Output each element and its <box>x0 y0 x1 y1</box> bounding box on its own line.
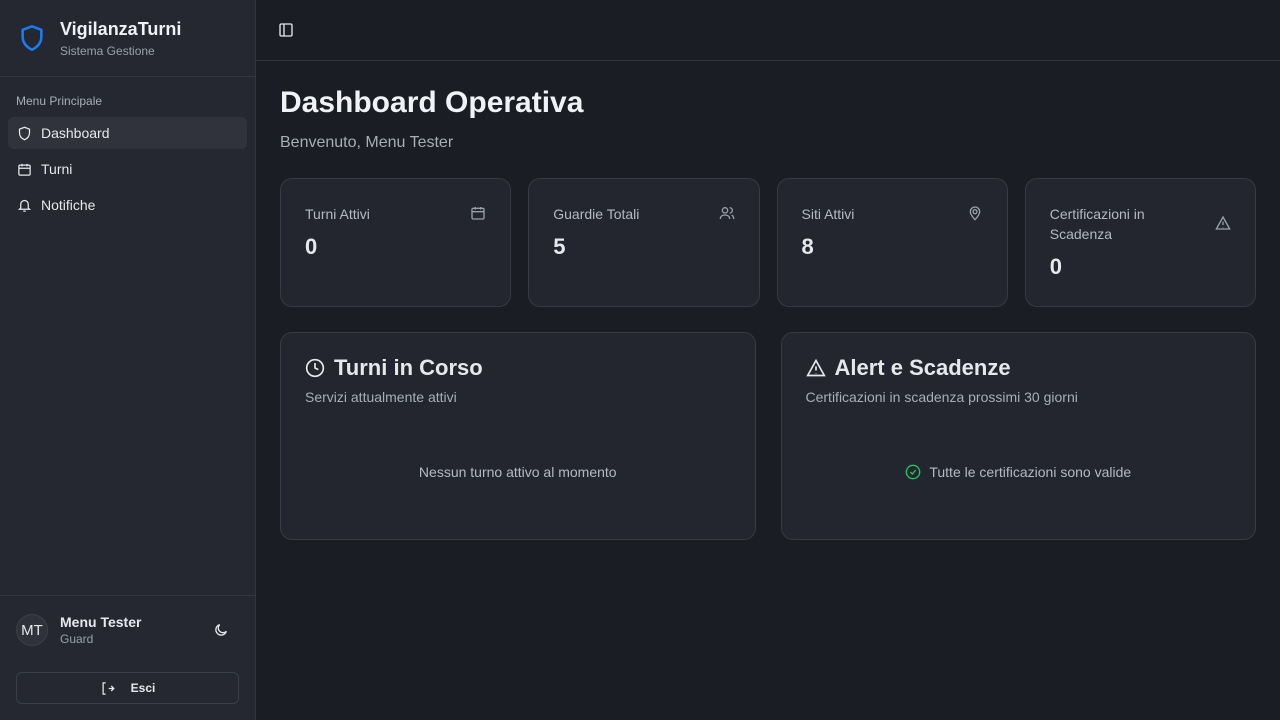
panel-alert-scadenze: Alert e Scadenze Certificazioni in scade… <box>780 332 1256 540</box>
alert-triangle-icon <box>805 358 826 377</box>
page-title: Dashboard Operativa <box>280 86 584 119</box>
check-circle-icon <box>906 464 921 480</box>
sidebar-item-turni[interactable]: Turni <box>8 153 247 185</box>
panel-subtitle: Servizi attualmente attivi <box>305 389 457 405</box>
stat-card-certificazioni: Certificazioni in Scadenza 0 <box>1024 178 1256 307</box>
main-content: Dashboard Operativa Benvenuto, Menu Test… <box>280 86 1256 540</box>
stat-label: Certificazioni in Scadenza <box>1049 206 1145 242</box>
sidebar-item-label: Notifiche <box>41 197 96 213</box>
log-out-icon <box>102 681 115 695</box>
stat-value: 0 <box>1049 254 1062 279</box>
user-name: Menu Tester <box>60 614 142 630</box>
panel-title: Turni in Corso <box>334 355 483 380</box>
stat-card-siti-attivi: Siti Attivi 8 <box>776 178 1008 307</box>
sidebar-footer: MT Menu Tester Guard Esci <box>0 595 255 720</box>
welcome-text: Benvenuto, Menu Tester <box>280 134 454 151</box>
panel-title: Alert e Scadenze <box>834 355 1011 380</box>
stat-label: Guardie Totali <box>553 206 640 222</box>
stat-label: Siti Attivi <box>801 206 855 222</box>
stat-value: 8 <box>801 234 814 259</box>
empty-state: Tutte le certificazioni sono valide <box>929 464 1132 480</box>
sidebar-item-label: Dashboard <box>41 125 110 141</box>
clock-icon <box>305 358 325 378</box>
shield-icon <box>18 126 31 140</box>
stat-label: Turni Attivi <box>305 206 370 222</box>
topbar <box>256 0 1280 61</box>
panel-turni-in-corso: Turni in Corso Servizi attualmente attiv… <box>280 332 756 540</box>
panel-subtitle: Certificazioni in scadenza prossimi 30 g… <box>805 389 1078 405</box>
shield-logo-icon <box>21 25 43 51</box>
menu-section-label: Menu Principale <box>16 94 103 108</box>
app-title: VigilanzaTurni <box>60 18 182 39</box>
empty-state: Nessun turno attivo al momento <box>418 464 617 480</box>
user-info: MT Menu Tester Guard <box>0 596 255 646</box>
sidebar-item-dashboard[interactable]: Dashboard <box>8 117 247 149</box>
sidebar-item-label: Turni <box>41 161 73 177</box>
stat-card-turni-attivi: Turni Attivi 0 <box>280 178 512 307</box>
sidebar-item-notifiche[interactable]: Notifiche <box>8 189 247 221</box>
user-role: Guard <box>60 632 94 646</box>
avatar: MT <box>16 614 48 646</box>
stat-value: 0 <box>305 234 318 259</box>
bell-icon <box>17 199 32 212</box>
map-pin-icon <box>969 206 981 221</box>
brand: VigilanzaTurni Sistema Gestione <box>0 0 255 77</box>
sidebar: VigilanzaTurni Sistema Gestione Menu Pri… <box>0 0 256 720</box>
app-subtitle: Sistema Gestione <box>60 43 155 58</box>
alert-triangle-icon <box>1215 215 1231 230</box>
calendar-icon <box>471 207 485 220</box>
logout-button[interactable]: Esci <box>16 672 239 704</box>
sidebar-toggle-icon[interactable] <box>278 22 294 38</box>
users-icon <box>719 207 734 220</box>
logout-label: Esci <box>130 681 156 695</box>
calendar-icon <box>18 163 31 176</box>
stat-value: 5 <box>553 234 566 259</box>
stat-card-guardie-totali: Guardie Totali 5 <box>528 178 760 307</box>
moon-icon[interactable] <box>213 622 229 638</box>
